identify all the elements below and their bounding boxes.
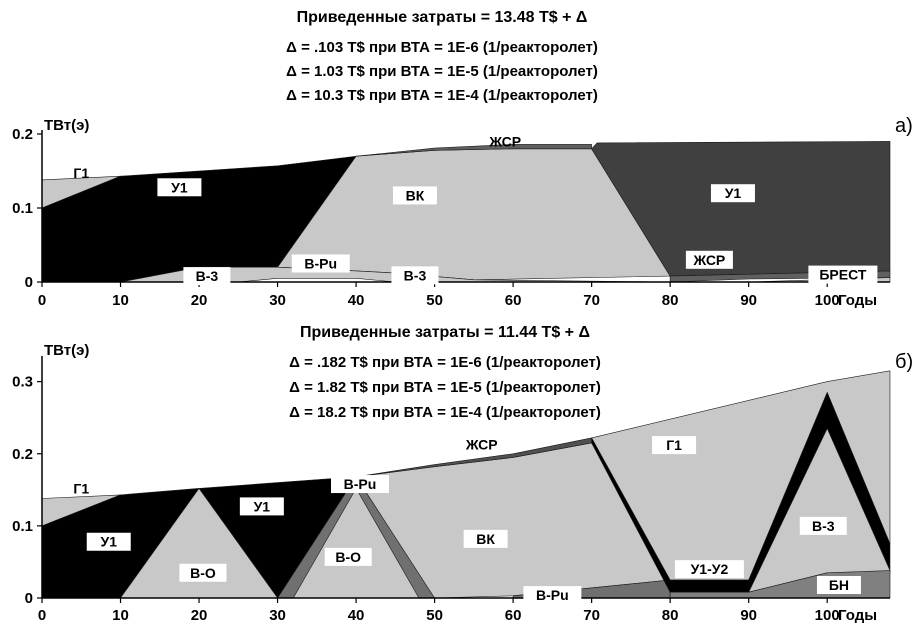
- y-tick-label: 0.2: [12, 126, 33, 143]
- chart-subtitle-line: Δ = 1.82 T$ при ВТА = 1E-5 (1/реактороле…: [289, 379, 601, 396]
- region-label: В-Pu: [344, 476, 377, 492]
- chart-subtitle-line: Δ = .103 T$ при ВТА = 1E-6 (1/реактороле…: [286, 39, 598, 56]
- x-tick-label: 60: [505, 292, 522, 309]
- region-label: Г1: [666, 437, 682, 453]
- region-label-box: [179, 563, 227, 582]
- chart-title: Приведенные затраты = 13.48 T$ + Δ: [297, 9, 588, 26]
- x-tick-label: 50: [426, 292, 443, 309]
- chart-panel-1: Приведенные затраты = 13.48 T$ + Δ Δ = .1…: [12, 9, 913, 309]
- region-label-box: [392, 186, 437, 205]
- panel-label: а): [895, 115, 913, 137]
- x-tick-label: 70: [583, 292, 600, 309]
- region-label: В-О: [335, 549, 361, 565]
- y-tick-label: 0.2: [12, 446, 33, 463]
- region-label-box: [157, 178, 202, 197]
- region-label: В-3: [196, 268, 219, 284]
- region-label-box: [799, 516, 847, 535]
- y-tick-label: 0: [25, 274, 33, 291]
- region-label: ВК: [406, 187, 425, 203]
- x-tick-label: 30: [269, 607, 286, 624]
- x-tick-label: 50: [426, 607, 443, 624]
- x-tick-label: 10: [112, 607, 129, 624]
- region-label-box: [331, 475, 389, 494]
- region-label: В-О: [190, 565, 216, 581]
- chart-subtitle-line: Δ = 1.03 T$ при ВТА = 1E-5 (1/реактороле…: [286, 63, 598, 80]
- area-region-У1: [591, 141, 891, 277]
- region-label-box: [674, 560, 744, 579]
- x-tick-label: 0: [38, 607, 46, 624]
- region-label: У1: [725, 185, 742, 201]
- region-label: У1: [254, 498, 271, 514]
- x-tick-label: 0: [38, 292, 46, 309]
- region-label-box: [291, 254, 350, 273]
- region-label-box: [324, 547, 372, 566]
- x-tick-label: 40: [348, 292, 365, 309]
- region-label: В-Pu: [304, 256, 337, 272]
- x-tick-label: 100: [815, 607, 840, 624]
- x-tick-label: 10: [112, 292, 129, 309]
- chart-panel-2: Приведенные затраты = 11.44 T$ + Δ Δ = .1…: [12, 324, 913, 624]
- x-axis-label: Годы: [838, 607, 877, 624]
- region-label: ЖСР: [488, 133, 521, 149]
- region-label: В-3: [404, 267, 427, 283]
- region-label: Г1: [73, 165, 89, 181]
- region-label-box: [808, 265, 878, 284]
- region-label: ЖСР: [693, 252, 726, 268]
- region-label: БН: [829, 577, 849, 593]
- region-label: У1: [171, 179, 188, 195]
- region-label: Г1: [73, 480, 89, 496]
- x-tick-label: 60: [505, 607, 522, 624]
- region-label-box: [816, 576, 861, 595]
- region-label-box: [523, 586, 582, 605]
- x-tick-label: 90: [740, 607, 757, 624]
- x-tick-label: 80: [662, 607, 679, 624]
- x-tick-label: 20: [191, 607, 208, 624]
- x-tick-label: 70: [583, 607, 600, 624]
- region-label: В-Pu: [536, 587, 569, 603]
- x-tick-label: 90: [740, 292, 757, 309]
- region-label: У1: [100, 534, 117, 550]
- region-label: У1-У2: [691, 561, 729, 577]
- chart-title: Приведенные затраты = 11.44 T$ + Δ: [300, 324, 590, 341]
- y-axis-label: ТВт(э): [44, 342, 89, 359]
- region-label-box: [183, 267, 231, 286]
- region-label-box: [239, 497, 284, 516]
- y-tick-label: 0.1: [12, 518, 33, 535]
- area-region-ЖСР: [356, 144, 592, 157]
- region-label: В-3: [812, 518, 835, 534]
- region-label: ВК: [476, 531, 495, 547]
- region-label-box: [86, 532, 131, 551]
- region-label: БРЕСТ: [819, 267, 867, 283]
- region-label-box: [710, 184, 755, 203]
- panel-label: б): [895, 351, 913, 373]
- chart-subtitle-line: Δ = .182 T$ при ВТА = 1E-6 (1/реактороле…: [289, 354, 601, 371]
- x-tick-label: 40: [348, 607, 365, 624]
- x-tick-label: 30: [269, 292, 286, 309]
- region-label-box: [652, 436, 697, 455]
- region-label-box: [391, 266, 439, 285]
- x-tick-label: 20: [191, 292, 208, 309]
- x-tick-label: 80: [662, 292, 679, 309]
- region-label-box: [685, 250, 733, 269]
- chart-subtitle-line: Δ = 18.2 T$ при ВТА = 1E-4 (1/реактороле…: [289, 404, 601, 421]
- region-label: ЖСР: [465, 436, 498, 452]
- x-tick-label: 100: [815, 292, 840, 309]
- chart-subtitle-line: Δ = 10.3 T$ при ВТА = 1E-4 (1/реактороле…: [286, 87, 598, 104]
- x-axis-label: Годы: [838, 292, 877, 309]
- y-axis-label: ТВт(э): [44, 117, 89, 134]
- y-tick-label: 0.3: [12, 374, 33, 391]
- y-tick-label: 0.1: [12, 200, 33, 217]
- y-tick-label: 0: [25, 590, 33, 607]
- region-label-box: [463, 529, 508, 548]
